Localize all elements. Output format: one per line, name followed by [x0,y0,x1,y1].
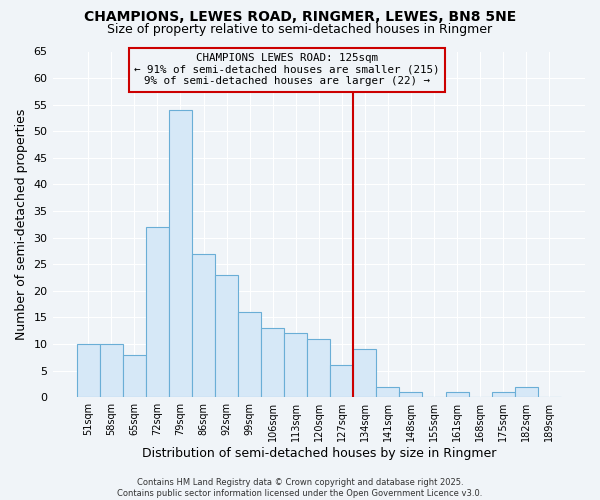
Bar [376,386,400,397]
Bar [400,392,422,397]
Text: Size of property relative to semi-detached houses in Ringmer: Size of property relative to semi-detach… [107,22,493,36]
Bar [169,110,192,397]
Bar [215,275,238,397]
Bar [77,344,100,397]
Bar [146,227,169,397]
Bar [353,350,376,397]
Bar [100,344,123,397]
Bar [330,366,353,397]
Bar [491,392,515,397]
X-axis label: Distribution of semi-detached houses by size in Ringmer: Distribution of semi-detached houses by … [142,447,496,460]
Bar [192,254,215,397]
Bar [261,328,284,397]
Y-axis label: Number of semi-detached properties: Number of semi-detached properties [15,108,28,340]
Bar [307,338,330,397]
Bar [515,386,538,397]
Text: Contains HM Land Registry data © Crown copyright and database right 2025.
Contai: Contains HM Land Registry data © Crown c… [118,478,482,498]
Text: CHAMPIONS LEWES ROAD: 125sqm
← 91% of semi-detached houses are smaller (215)
9% : CHAMPIONS LEWES ROAD: 125sqm ← 91% of se… [134,53,440,86]
Bar [123,354,146,397]
Text: CHAMPIONS, LEWES ROAD, RINGMER, LEWES, BN8 5NE: CHAMPIONS, LEWES ROAD, RINGMER, LEWES, B… [84,10,516,24]
Bar [238,312,261,397]
Bar [446,392,469,397]
Bar [284,334,307,397]
